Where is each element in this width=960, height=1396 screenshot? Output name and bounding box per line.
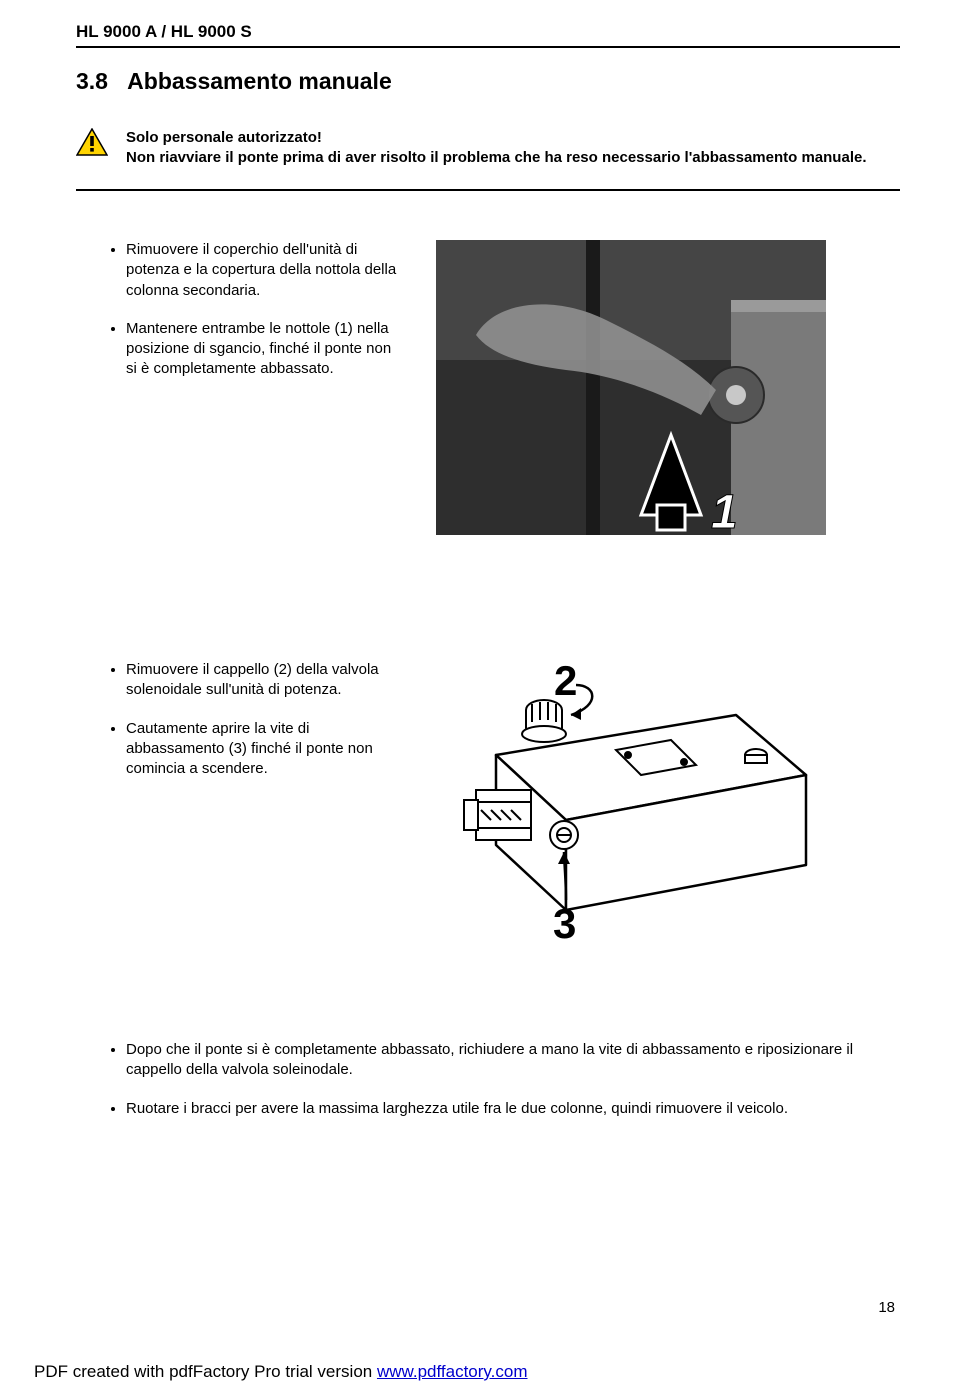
page: HL 9000 A / HL 9000 S 3.8 Abbassamento m… [0,0,960,1396]
warning-line1: Solo personale autorizzato! [126,128,867,148]
section-number: 3.8 [76,68,108,94]
content-row-1: Rimuovere il coperchio dell'unità di pot… [76,240,900,535]
content-row-3: Dopo che il ponte si è completamente abb… [76,1040,900,1137]
header-title: HL 9000 A / HL 9000 S [76,22,252,41]
figure-1-col: 1 [436,240,900,535]
text-col-2: Rimuovere il cappello (2) della valvola … [76,660,406,797]
figure-1-label: 1 [711,486,738,535]
page-header: HL 9000 A / HL 9000 S [76,22,900,48]
warning-icon [76,128,108,156]
figure-2: 2 3 [436,660,816,940]
figure-1: 1 [436,240,826,535]
figure-2-col: 2 3 [436,660,900,940]
footer-link[interactable]: www.pdffactory.com [377,1362,528,1381]
section-title-text: Abbassamento manuale [127,68,392,94]
section-heading: 3.8 Abbassamento manuale [76,68,392,95]
list-item: Mantenere entrambe le nottole (1) nella … [126,319,406,380]
figure-2-label-bottom: 3 [553,900,576,947]
bullet-list-3: Dopo che il ponte si è completamente abb… [126,1040,886,1119]
text-col-1: Rimuovere il coperchio dell'unità di pot… [76,240,406,398]
page-number: 18 [878,1299,895,1316]
warning-box: Solo personale autorizzato! Non riavviar… [76,128,900,191]
content-row-2: Rimuovere il cappello (2) della valvola … [76,660,900,940]
warning-text: Solo personale autorizzato! Non riavviar… [126,128,867,169]
list-item: Ruotare i bracci per avere la massima la… [126,1099,886,1119]
list-item: Rimuovere il cappello (2) della valvola … [126,660,406,701]
footer: PDF created with pdfFactory Pro trial ve… [34,1362,528,1382]
figure-2-svg: 2 3 [436,660,816,950]
figure-2-label-top: 2 [554,660,577,704]
list-item: Dopo che il ponte si è completamente abb… [126,1040,886,1081]
list-item: Rimuovere il coperchio dell'unità di pot… [126,240,406,301]
bullet-list-2: Rimuovere il cappello (2) della valvola … [126,660,406,779]
footer-text: PDF created with pdfFactory Pro trial ve… [34,1362,377,1381]
warning-line2: Non riavviare il ponte prima di aver ris… [126,148,867,168]
bullet-list-1: Rimuovere il coperchio dell'unità di pot… [126,240,406,380]
figure-1-svg: 1 [436,240,826,535]
list-item: Cautamente aprire la vite di abbassament… [126,719,406,780]
